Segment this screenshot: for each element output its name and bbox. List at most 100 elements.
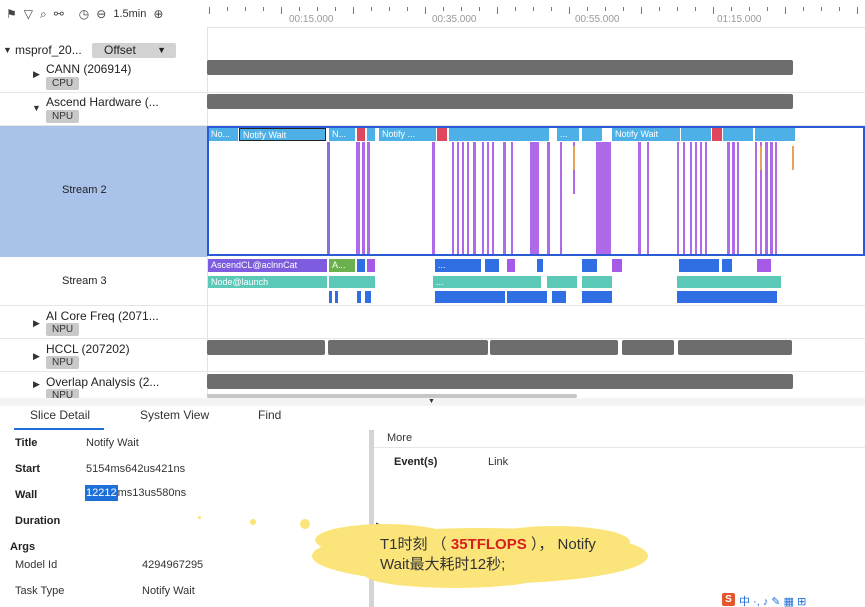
stream-2-task-bar[interactable]	[596, 142, 611, 254]
stream-3-node-slice[interactable]	[582, 276, 612, 288]
track-activity-bar[interactable]	[207, 374, 793, 389]
stream-3-slice[interactable]	[335, 291, 338, 303]
stream-2-task-bar[interactable]	[760, 142, 762, 254]
collapse-arrow-icon[interactable]: ▼	[428, 398, 435, 405]
horizontal-scrollbar[interactable]	[207, 394, 577, 398]
stream-3-slice[interactable]	[537, 259, 543, 272]
stream-2-task-bar[interactable]	[511, 142, 513, 254]
panel-splitter[interactable]: ▼	[0, 398, 865, 406]
expand-triangle-icon[interactable]: ▶	[33, 379, 40, 389]
link-icon[interactable]: ⚯	[53, 7, 64, 21]
stream-3-node-slice[interactable]: Node@launch	[208, 276, 327, 288]
stream-2-task-bar[interactable]	[573, 146, 575, 170]
filter-icon[interactable]: ▽	[23, 7, 33, 21]
stream-2-task-bar[interactable]	[432, 142, 435, 254]
stream-2-slice[interactable]	[367, 128, 375, 141]
track-stream-2-label[interactable]: Stream 2	[0, 126, 207, 257]
flag-icon[interactable]: ⚑	[6, 7, 17, 21]
stream-2-task-bar[interactable]	[560, 142, 562, 254]
stream-2-slice[interactable]: No...	[208, 128, 238, 141]
zoom-in-icon[interactable]: ⊕	[153, 7, 164, 21]
expand-triangle-icon[interactable]: ▶	[33, 69, 40, 79]
stream-2-timeline[interactable]: No... Notify Wait N... Notify ...... Notify …	[207, 126, 865, 256]
stream-2-task-bar[interactable]	[727, 142, 730, 254]
stream-3-slice[interactable]	[357, 291, 361, 303]
stream-2-task-bar[interactable]	[755, 142, 757, 254]
stream-2-slice[interactable]	[437, 128, 447, 141]
stream-2-task-bar[interactable]	[327, 142, 330, 254]
track-overlap-analysis[interactable]: ▶ Overlap Analysis (2... NPU	[0, 372, 865, 398]
stream-2-task-bar[interactable]	[770, 142, 773, 254]
stream-3-slice[interactable]	[582, 291, 612, 303]
stream-2-slice[interactable]	[681, 128, 711, 141]
stream-3-timeline[interactable]: AscendCL@aclnnCat A... Node@launch......	[207, 256, 865, 306]
time-ruler[interactable]: 00:15.000 00:35.000 00:55.000 01:15.000	[207, 0, 865, 28]
stream-2-task-bar[interactable]	[457, 142, 459, 254]
stream-3-node-slice[interactable]	[367, 276, 375, 288]
stream-3-node-slice[interactable]	[547, 276, 577, 288]
zoom-out-icon[interactable]: ⊖	[96, 7, 107, 21]
stream-3-slice[interactable]	[552, 291, 566, 303]
stream-3-slice[interactable]	[485, 259, 499, 272]
stream-2-slice[interactable]: Notify Wait	[612, 128, 680, 141]
stream-2-task-bar[interactable]	[677, 142, 679, 254]
stream-2-task-bar[interactable]	[547, 142, 550, 254]
stream-2-task-bar[interactable]	[492, 142, 494, 254]
stream-2-task-bar[interactable]	[695, 142, 697, 254]
stream-2-task-bar[interactable]	[638, 142, 641, 254]
stream-3-slice[interactable]	[365, 291, 371, 303]
stream-3-slice[interactable]	[612, 259, 622, 272]
search-icon[interactable]: ⌕	[40, 7, 47, 21]
ime-toolbar[interactable]: S 中 ·, ♪ ✎ ▦ ⊞	[722, 593, 865, 607]
track-ascend-hardware[interactable]: ▼ Ascend Hardware (... NPU	[0, 93, 865, 126]
stream-2-task-bar[interactable]	[503, 142, 506, 254]
stream-2-task-bar[interactable]	[700, 142, 702, 254]
track-activity-bar[interactable]	[678, 340, 792, 355]
stream-2-task-bar[interactable]	[473, 142, 476, 254]
stream-3-slice[interactable]	[329, 291, 332, 303]
stream-2-slice[interactable]: ...	[557, 128, 579, 141]
stream-2-slice[interactable]: N...	[329, 128, 355, 141]
hccl-activity[interactable]	[0, 339, 865, 372]
stream-2-task-bar[interactable]	[765, 142, 768, 254]
stream-2-task-bar[interactable]	[462, 142, 464, 254]
wall-value[interactable]: 12212ms13us580ns	[85, 485, 186, 501]
root-track-row[interactable]: ▼ msprof_20... Offset ▼	[0, 42, 865, 59]
stream-2-task-bar[interactable]	[792, 146, 794, 170]
stream-3-slice[interactable]	[357, 259, 365, 272]
stream-2-task-bar[interactable]	[452, 142, 454, 254]
stream-2-slice[interactable]: Notify ...	[379, 128, 436, 141]
stream-3-slice[interactable]	[722, 259, 732, 272]
stream-3-slice[interactable]	[677, 291, 777, 303]
stream-2-task-bar[interactable]	[690, 142, 692, 254]
stream-2-slice[interactable]: Notify Wait	[239, 128, 326, 141]
expand-triangle-icon[interactable]: ▼	[3, 45, 12, 55]
stream-2-slice[interactable]	[712, 128, 722, 141]
stream-2-task-bar[interactable]	[482, 142, 484, 254]
stream-2-slice[interactable]	[357, 128, 365, 141]
stream-2-task-bar[interactable]	[705, 142, 707, 254]
stream-2-slice[interactable]	[582, 128, 602, 141]
stream-3-slice[interactable]	[507, 291, 547, 303]
stream-2-task-bar[interactable]	[760, 146, 762, 170]
track-activity-bar[interactable]	[207, 340, 325, 355]
stream-3-slice[interactable]	[507, 259, 515, 272]
stream-3-slice[interactable]	[679, 259, 719, 272]
stream-3-slice[interactable]	[367, 259, 375, 272]
stream-2-slice[interactable]	[723, 128, 753, 141]
stream-3-slice[interactable]: ...	[435, 259, 481, 272]
stream-2-task-bar[interactable]	[356, 142, 360, 254]
stream-2-task-bar[interactable]	[530, 142, 539, 254]
stream-2-task-bar[interactable]	[775, 142, 777, 254]
stream-2-task-bar[interactable]	[737, 142, 739, 254]
stream-2-task-bar[interactable]	[367, 142, 370, 254]
stream-2-task-bar[interactable]	[647, 142, 649, 254]
stream-3-acl-slice[interactable]: A...	[329, 259, 355, 272]
expand-triangle-icon[interactable]: ▼	[32, 103, 41, 113]
stream-3-acl-slice[interactable]: AscendCL@aclnnCat	[208, 259, 327, 272]
tab-find[interactable]: Find	[258, 408, 282, 422]
track-activity-bar[interactable]	[207, 94, 793, 109]
track-activity-bar[interactable]	[207, 60, 793, 75]
stream-3-slice[interactable]	[757, 259, 771, 272]
track-hccl[interactable]: ▶ HCCL (207202) NPU	[0, 339, 865, 372]
